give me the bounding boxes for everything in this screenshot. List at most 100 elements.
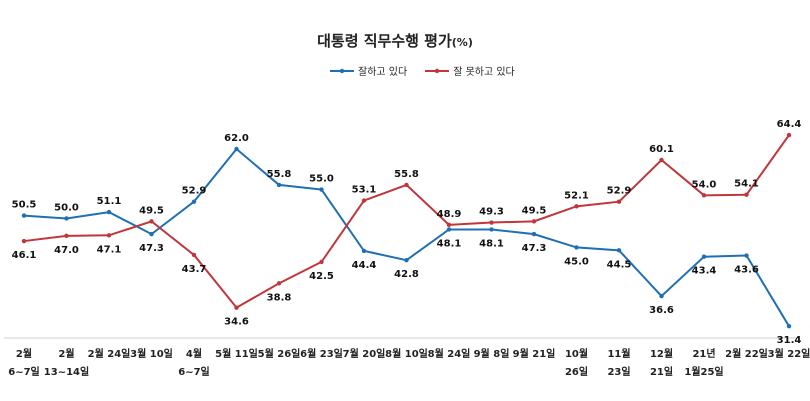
legend-swatch-approve bbox=[330, 68, 354, 73]
data-label-disapprove: 42.5 bbox=[309, 271, 334, 282]
x-tick-label: 2월 22일 bbox=[725, 347, 768, 360]
legend: 잘하고 있다 잘 못하고 있다 bbox=[330, 63, 515, 78]
data-label-approve: 36.6 bbox=[649, 305, 674, 316]
data-label-approve: 31.4 bbox=[777, 335, 802, 346]
data-point-approve bbox=[234, 146, 239, 152]
data-label-approve: 55.8 bbox=[267, 169, 292, 180]
x-tick-label: 9월 21일 bbox=[513, 347, 556, 360]
data-label-disapprove: 34.6 bbox=[224, 317, 249, 328]
data-point-approve bbox=[276, 182, 282, 188]
data-label-disapprove: 46.1 bbox=[12, 250, 37, 261]
data-point-disapprove bbox=[149, 219, 154, 224]
data-point-disapprove bbox=[531, 219, 537, 224]
data-point-disapprove bbox=[106, 233, 112, 238]
data-point-approve bbox=[531, 231, 537, 237]
x-tick-label: 2월 24일 bbox=[88, 347, 131, 360]
data-label-disapprove: 47.0 bbox=[54, 245, 79, 256]
data-label-approve: 52.9 bbox=[182, 186, 207, 197]
x-tick-label: 8월 24일 bbox=[428, 347, 471, 360]
data-point-disapprove bbox=[21, 238, 27, 244]
data-point-disapprove bbox=[361, 198, 367, 203]
legend-swatch-disapprove bbox=[425, 68, 450, 73]
legend-label-approve: 잘하고 있다 bbox=[358, 67, 408, 78]
data-point-disapprove bbox=[191, 252, 197, 258]
data-label-disapprove: 53.1 bbox=[352, 185, 377, 196]
data-label-disapprove: 64.4 bbox=[777, 119, 802, 130]
data-label-approve: 51.1 bbox=[97, 196, 122, 207]
data-label-disapprove: 43.7 bbox=[182, 264, 207, 275]
x-tick-label: 2월 bbox=[58, 348, 74, 360]
data-label-disapprove: 49.3 bbox=[479, 207, 504, 218]
x-tick-label: 12월 bbox=[650, 348, 673, 360]
data-label-approve: 43.6 bbox=[734, 265, 759, 276]
data-label-disapprove: 52.9 bbox=[607, 186, 632, 197]
x-tick-label: 10월 bbox=[565, 348, 588, 360]
data-point-disapprove bbox=[234, 305, 239, 310]
x-tick-label: 11월 bbox=[607, 348, 630, 360]
data-point-disapprove bbox=[489, 220, 494, 225]
data-label-approve: 50.5 bbox=[12, 200, 37, 211]
data-point-disapprove bbox=[446, 222, 452, 228]
legend-item-disapprove: 잘 못하고 있다 bbox=[425, 63, 515, 78]
data-label-approve: 43.4 bbox=[692, 266, 717, 277]
data-point-approve bbox=[701, 254, 707, 259]
data-label-approve: 48.1 bbox=[437, 238, 462, 249]
x-tick-label: 2월 bbox=[16, 348, 32, 360]
data-point-approve bbox=[574, 245, 579, 250]
data-point-disapprove bbox=[404, 182, 409, 188]
data-point-approve bbox=[106, 209, 112, 215]
data-point-approve bbox=[659, 293, 664, 299]
data-label-approve: 50.0 bbox=[54, 202, 79, 213]
x-tick-label: 21년 bbox=[692, 347, 715, 360]
data-label-approve: 44.4 bbox=[352, 260, 377, 271]
data-label-approve: 44.5 bbox=[607, 259, 632, 270]
data-label-disapprove: 54.0 bbox=[692, 179, 717, 190]
data-point-approve bbox=[361, 248, 367, 254]
data-label-approve: 47.3 bbox=[139, 243, 164, 254]
data-label-disapprove: 60.1 bbox=[649, 144, 674, 155]
data-label-disapprove: 48.9 bbox=[437, 209, 462, 220]
x-tick-label: 8월 10일 bbox=[385, 347, 428, 360]
data-point-approve bbox=[616, 248, 622, 253]
data-label-disapprove: 54.1 bbox=[734, 179, 759, 190]
data-point-approve bbox=[64, 216, 69, 221]
x-tick-label: 1월25일 bbox=[684, 365, 723, 378]
data-label-approve: 42.8 bbox=[394, 269, 419, 280]
data-point-approve bbox=[744, 253, 749, 258]
data-point-approve bbox=[149, 231, 154, 237]
data-point-approve bbox=[786, 323, 792, 329]
data-point-disapprove bbox=[64, 233, 69, 239]
x-tick-label: 5월 11일 bbox=[215, 347, 258, 360]
data-point-disapprove bbox=[786, 132, 792, 138]
chart-title-text: 대통령 직무수행 평가 bbox=[317, 32, 452, 50]
data-label-disapprove: 49.5 bbox=[522, 205, 547, 216]
data-label-approve: 45.0 bbox=[564, 256, 589, 267]
data-label-disapprove: 38.8 bbox=[267, 292, 292, 303]
data-point-disapprove bbox=[276, 281, 282, 286]
legend-item-approve: 잘하고 있다 bbox=[330, 63, 407, 78]
data-point-disapprove bbox=[319, 259, 324, 265]
data-label-approve: 47.3 bbox=[522, 243, 547, 254]
data-point-disapprove bbox=[701, 193, 707, 198]
data-label-disapprove: 52.1 bbox=[564, 190, 589, 201]
x-tick-label: 9월 8일 bbox=[474, 347, 510, 360]
data-point-approve bbox=[446, 227, 452, 232]
data-point-disapprove bbox=[659, 157, 664, 163]
data-point-disapprove bbox=[744, 192, 749, 197]
data-point-approve bbox=[191, 199, 197, 204]
data-label-approve: 55.0 bbox=[309, 174, 334, 185]
chart-title-unit: (%) bbox=[451, 36, 473, 49]
data-label-disapprove: 55.8 bbox=[394, 169, 419, 180]
data-label-disapprove: 49.5 bbox=[139, 205, 164, 216]
data-point-disapprove bbox=[574, 204, 579, 209]
x-tick-label: 6~7일 bbox=[8, 365, 40, 378]
data-label-approve: 62.0 bbox=[224, 133, 249, 144]
data-point-approve bbox=[21, 213, 27, 218]
series-line-disapprove bbox=[23, 134, 790, 309]
data-point-approve bbox=[404, 257, 409, 263]
data-point-disapprove bbox=[616, 199, 622, 204]
x-tick-label: 6월 23일 bbox=[300, 347, 343, 360]
x-tick-label: 3월 10일 bbox=[130, 347, 173, 360]
